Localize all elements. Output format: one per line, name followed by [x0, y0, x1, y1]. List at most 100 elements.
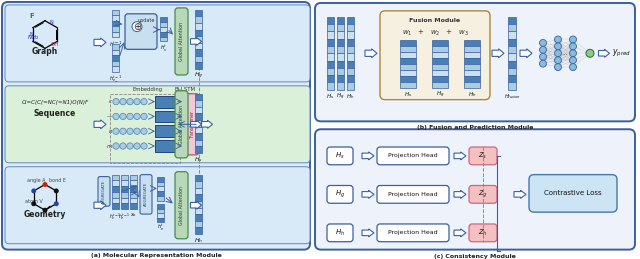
Bar: [400, 82, 416, 88]
FancyBboxPatch shape: [377, 224, 449, 242]
Bar: [508, 53, 516, 61]
FancyBboxPatch shape: [5, 5, 310, 82]
Bar: [195, 201, 202, 207]
Bar: [121, 180, 128, 186]
Circle shape: [554, 50, 561, 57]
Text: Projection Head: Projection Head: [388, 230, 438, 235]
Bar: [112, 192, 119, 198]
Polygon shape: [492, 49, 504, 58]
Text: bond E: bond E: [49, 177, 66, 183]
Bar: [130, 198, 137, 203]
Text: $NH_2$: $NH_2$: [27, 33, 39, 42]
FancyBboxPatch shape: [377, 185, 449, 203]
Bar: [347, 46, 354, 53]
Text: $h_v^{t-1}$: $h_v^{t-1}$: [109, 39, 122, 50]
Bar: [157, 209, 164, 213]
Circle shape: [120, 113, 126, 120]
Bar: [508, 82, 516, 90]
Text: $h_v^t$: $h_v^t$: [157, 203, 164, 214]
Bar: [112, 186, 119, 192]
Circle shape: [31, 201, 36, 206]
Circle shape: [120, 143, 126, 149]
Text: ⊕: ⊕: [133, 22, 141, 32]
Bar: [327, 39, 334, 46]
Circle shape: [127, 128, 133, 134]
Bar: [157, 191, 164, 196]
Polygon shape: [362, 190, 374, 198]
Text: $H_h$: $H_h$: [335, 228, 345, 238]
Text: (b) Fusion and Prediction Module: (b) Fusion and Prediction Module: [417, 125, 533, 130]
Text: $H_{fusion}$: $H_{fusion}$: [504, 92, 520, 101]
Text: (a) Molecular Representation Module: (a) Molecular Representation Module: [91, 253, 221, 258]
Bar: [195, 107, 202, 113]
FancyBboxPatch shape: [529, 175, 617, 212]
Text: $h_e^{t-1}$: $h_e^{t-1}$: [118, 211, 131, 222]
Bar: [195, 113, 202, 120]
Circle shape: [134, 128, 140, 134]
Bar: [112, 15, 119, 21]
Bar: [327, 24, 334, 31]
Text: $h_v^t$: $h_v^t$: [160, 44, 167, 54]
Bar: [400, 40, 416, 46]
FancyBboxPatch shape: [377, 147, 449, 165]
Polygon shape: [202, 120, 212, 128]
Circle shape: [554, 57, 561, 64]
Text: $h_e^t$: $h_e^t$: [157, 223, 164, 233]
Bar: [327, 68, 334, 75]
FancyBboxPatch shape: [327, 147, 353, 165]
Circle shape: [586, 49, 594, 57]
Bar: [195, 181, 202, 188]
Bar: [337, 39, 344, 46]
Bar: [130, 203, 137, 209]
Text: update: update: [138, 18, 155, 23]
Bar: [337, 82, 344, 90]
Text: AGGREGATE: AGGREGATE: [144, 182, 148, 206]
FancyBboxPatch shape: [469, 147, 497, 165]
Text: Projection Head: Projection Head: [388, 192, 438, 197]
Text: Transformer: Transformer: [189, 110, 195, 138]
Text: Global Attention: Global Attention: [179, 105, 184, 144]
Circle shape: [127, 143, 133, 149]
Bar: [112, 44, 119, 50]
Bar: [400, 64, 416, 70]
Bar: [112, 50, 119, 55]
Polygon shape: [362, 229, 374, 237]
Bar: [347, 17, 354, 24]
Text: c: c: [109, 99, 112, 104]
Bar: [112, 175, 119, 180]
FancyBboxPatch shape: [5, 167, 310, 244]
Bar: [400, 52, 416, 58]
Circle shape: [554, 43, 561, 50]
Bar: [195, 188, 202, 194]
Bar: [508, 68, 516, 75]
Text: $H_g$: $H_g$: [336, 92, 345, 102]
Text: atom V: atom V: [25, 199, 43, 204]
Bar: [347, 61, 354, 68]
Bar: [195, 94, 202, 100]
Bar: [432, 64, 448, 70]
FancyBboxPatch shape: [327, 224, 353, 242]
Bar: [327, 75, 334, 82]
Bar: [112, 67, 119, 72]
Bar: [508, 17, 516, 24]
Bar: [464, 64, 480, 70]
FancyBboxPatch shape: [125, 14, 157, 49]
Bar: [195, 175, 202, 181]
Bar: [337, 53, 344, 61]
Bar: [157, 213, 164, 218]
Bar: [337, 31, 344, 39]
Circle shape: [141, 113, 147, 120]
Bar: [432, 46, 448, 52]
Polygon shape: [94, 120, 106, 129]
Polygon shape: [598, 49, 609, 57]
Polygon shape: [94, 201, 106, 210]
Bar: [112, 61, 119, 67]
Bar: [432, 58, 448, 64]
Bar: [121, 186, 128, 192]
Circle shape: [141, 98, 147, 105]
Bar: [155, 125, 175, 137]
Bar: [112, 26, 119, 32]
Bar: [195, 23, 202, 30]
Text: Embedding: Embedding: [133, 87, 163, 92]
Text: $H_g$: $H_g$: [436, 90, 444, 100]
